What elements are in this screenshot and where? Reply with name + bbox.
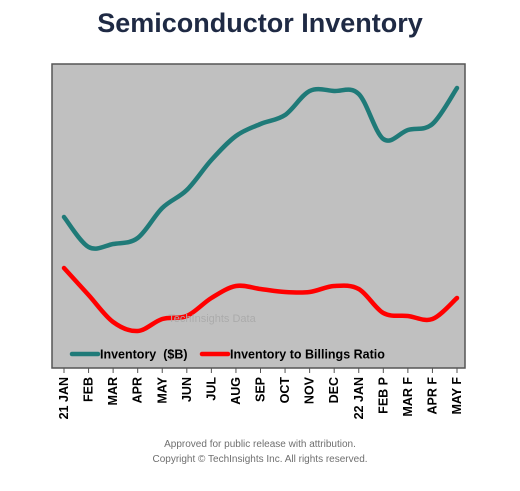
footer-attribution: Approved for public release with attribu… (164, 439, 356, 450)
legend-label-1: Inventory to Billings Ratio (230, 348, 385, 362)
x-axis-labels: 21 JAN FEB MAR APR MAY JUN JUL AUG SEP OCT NOV DEC 2… (57, 376, 464, 419)
series-line-1 (61, 265, 460, 334)
x-axis-ticks (63, 368, 458, 373)
x-tick-label: MAR (106, 377, 120, 405)
x-tick-label: DEC (327, 377, 341, 403)
x-tick-label: JUL (204, 377, 218, 401)
x-tick-label: FEB P (376, 377, 390, 414)
x-tick-label: APR F (425, 377, 439, 415)
x-tick-label: NOV (303, 376, 317, 404)
chart-title: Semiconductor Inventory (97, 8, 423, 38)
x-tick-label: MAY F (450, 377, 464, 415)
x-tick-label: SEP (254, 377, 268, 402)
x-tick-label: APR (131, 377, 145, 403)
x-tick-label: 22 JAN (352, 377, 366, 419)
x-tick-label: FEB (82, 377, 96, 402)
watermark-text: TechInsights Data (168, 313, 256, 325)
series-line-0 (61, 85, 460, 251)
x-tick-label: JUN (180, 377, 194, 402)
series-lines (61, 85, 460, 334)
x-tick-label: MAY (155, 376, 169, 403)
legend: Inventory ($B) Inventory to Billings Rati… (69, 348, 385, 362)
x-tick-label: OCT (278, 377, 292, 404)
legend-label-0: Inventory ($B) (100, 348, 188, 362)
x-tick-label: MAR F (401, 377, 415, 417)
x-tick-label: 21 JAN (57, 377, 71, 419)
x-tick-label: AUG (229, 377, 243, 405)
footer-copyright: Copyright © TechInsights Inc. All rights… (152, 454, 368, 465)
